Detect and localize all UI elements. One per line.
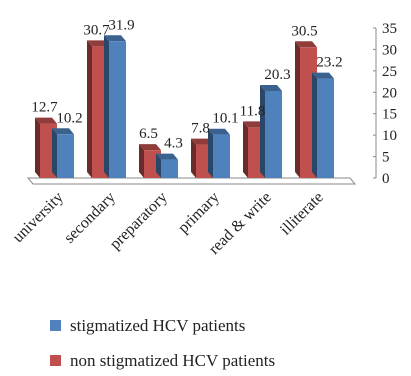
bar-side: [35, 117, 40, 178]
bar: [156, 153, 178, 178]
bar-side: [52, 128, 57, 178]
y-tick-label: 5: [382, 150, 390, 166]
bar-front: [317, 78, 334, 178]
value-label: 30.5: [291, 23, 317, 39]
bar-side: [243, 121, 248, 178]
bar-top: [104, 35, 126, 42]
bar: [52, 128, 74, 178]
value-label: 6.5: [139, 126, 158, 142]
value-label: 23.2: [316, 55, 342, 71]
x-tick-label: primary: [175, 189, 223, 237]
value-label: 4.3: [164, 136, 183, 152]
y-tick-label: 20: [382, 85, 397, 101]
bar: [208, 128, 230, 178]
bar: [312, 72, 334, 178]
bar-front: [161, 159, 178, 178]
chart-axes: [26, 27, 377, 185]
y-tick-label: 15: [382, 107, 397, 123]
bar-side: [139, 144, 144, 178]
x-tick-label: university: [10, 189, 67, 246]
value-label: 11.8: [240, 103, 266, 119]
value-label: 31.9: [108, 17, 134, 33]
bar-front: [57, 134, 74, 178]
legend-swatch-non-stigmatized: [50, 355, 61, 366]
bar-top: [87, 40, 109, 47]
value-label: 10.1: [212, 111, 238, 127]
x-tick-label: illiterate: [277, 189, 327, 239]
bar-top: [52, 128, 74, 135]
y-tick-label: 35: [382, 21, 397, 37]
y-tick-label: 25: [382, 64, 397, 80]
legend-label-stigmatized: stigmatized HCV patients: [70, 316, 246, 335]
bar-front: [213, 134, 230, 178]
legend-label-non-stigmatized: non stigmatized HCV patients: [70, 351, 276, 370]
bar-side: [295, 41, 300, 179]
bar-top: [295, 41, 317, 48]
value-label: 10.2: [56, 110, 82, 126]
bar-top: [35, 117, 57, 124]
bar-side: [104, 35, 109, 179]
bar-side: [87, 40, 92, 178]
bar-side: [191, 138, 196, 178]
value-label: 12.7: [31, 100, 58, 116]
bar-top: [208, 128, 230, 135]
chart-y-ticks: 0 5 10 15 20 25 30 35: [382, 21, 397, 187]
bar-top: [243, 121, 265, 128]
bar-front: [109, 41, 126, 179]
legend-swatch-stigmatized: [50, 320, 61, 331]
y-tick-label: 30: [382, 42, 397, 58]
chart-value-labels: 12.710.2 30.731.9 6.5 4.3 7.810.1 11.8 20.3 30.…: [31, 17, 342, 151]
bar-top: [260, 85, 282, 91]
chart-bars: [35, 35, 334, 179]
value-label: 7.8: [191, 121, 210, 137]
bar: [260, 85, 282, 178]
y-tick-label: 0: [382, 171, 390, 187]
bar-side: [156, 153, 161, 178]
value-label: 20.3: [264, 67, 290, 83]
bar: [104, 35, 126, 179]
bar-side: [208, 128, 213, 178]
bar-front: [265, 91, 282, 178]
bar-top: [191, 138, 213, 145]
y-tick-label: 10: [382, 128, 397, 144]
bar-top: [312, 72, 334, 79]
bar-side: [312, 72, 317, 178]
bar-top: [139, 144, 161, 151]
chart-floor: [26, 177, 357, 185]
bar-side: [260, 85, 265, 178]
bar-top: [156, 153, 178, 160]
value-label: 30.7: [83, 22, 110, 38]
